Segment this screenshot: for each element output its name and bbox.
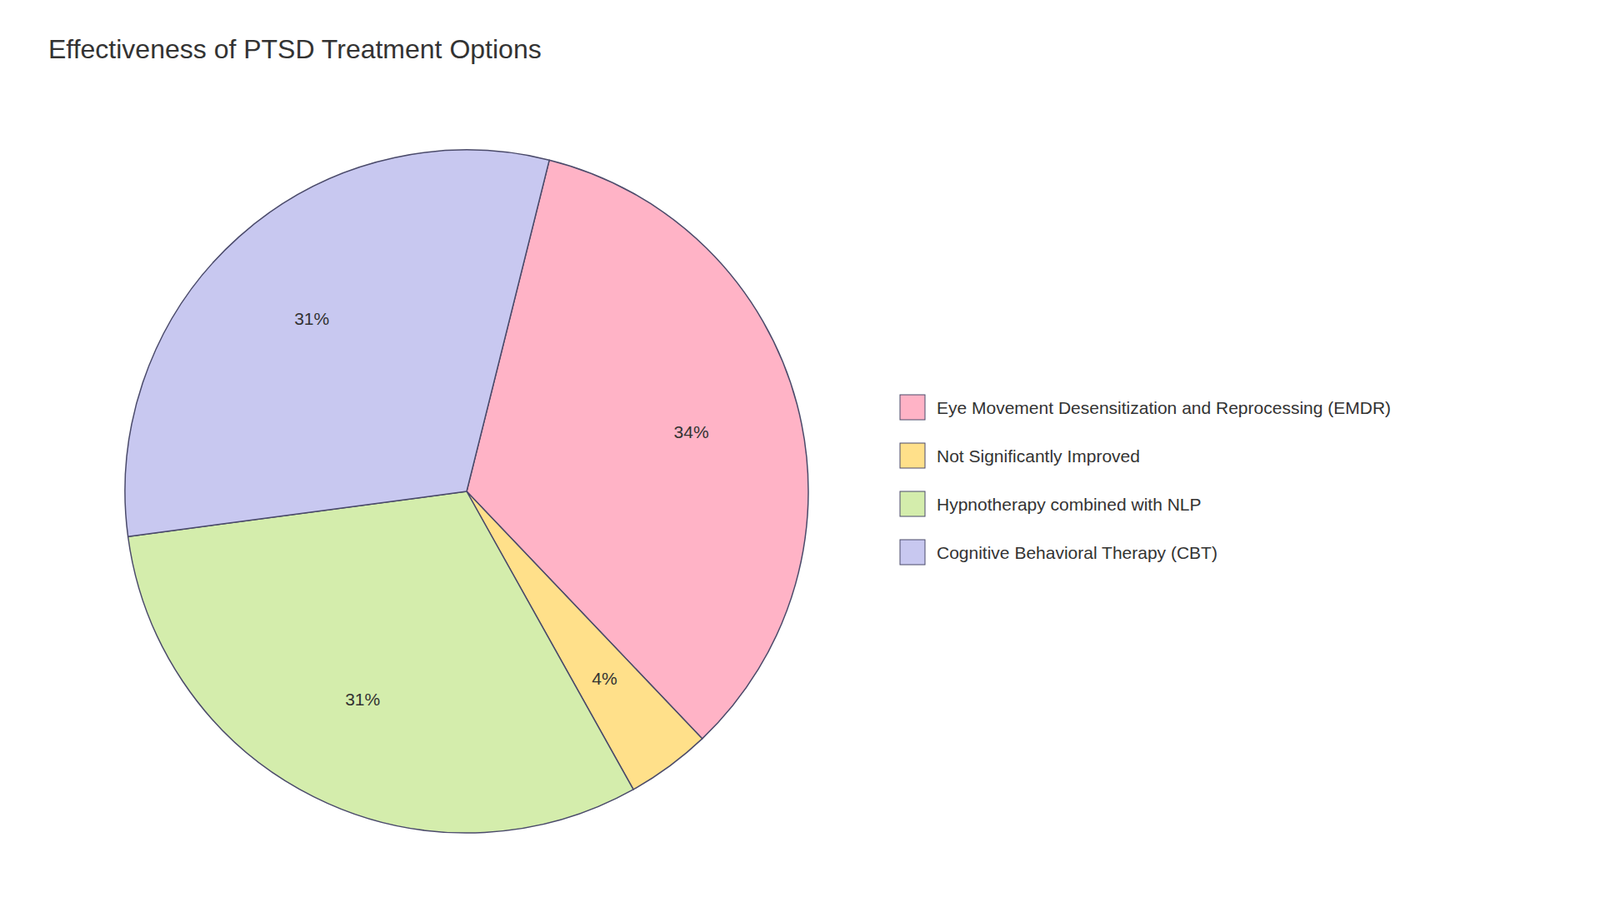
legend-swatch bbox=[900, 540, 925, 565]
background bbox=[0, 0, 1600, 902]
legend-label: Eye Movement Desensitization and Reproce… bbox=[936, 398, 1391, 418]
legend-label: Hypnotherapy combined with NLP bbox=[936, 495, 1202, 515]
slice bbox=[125, 150, 550, 537]
legend-swatch bbox=[900, 491, 925, 517]
chart-container: Effectiveness of PTSD Treatment Options 3… bbox=[0, 0, 1600, 902]
legend-swatch bbox=[900, 395, 925, 420]
legend-label: Not Significantly Improved bbox=[936, 446, 1140, 466]
data-label: 34% bbox=[674, 422, 710, 442]
legend: Eye Movement Desensitization and Reproce… bbox=[900, 395, 1391, 565]
slices bbox=[125, 150, 809, 834]
legend-swatch bbox=[900, 443, 925, 469]
slice bbox=[128, 491, 634, 834]
data-label: 4% bbox=[591, 669, 617, 689]
data-labels: 34% 4% 31% 31% bbox=[294, 309, 709, 710]
data-label: 31% bbox=[294, 309, 330, 329]
legend-label: Cognitive Behavioral Therapy (CBT) bbox=[936, 543, 1218, 563]
title: Effectiveness of PTSD Treatment Options bbox=[48, 34, 542, 65]
chart: Effectiveness of PTSD Treatment Options 3… bbox=[0, 0, 1600, 902]
data-label: 31% bbox=[345, 690, 380, 710]
